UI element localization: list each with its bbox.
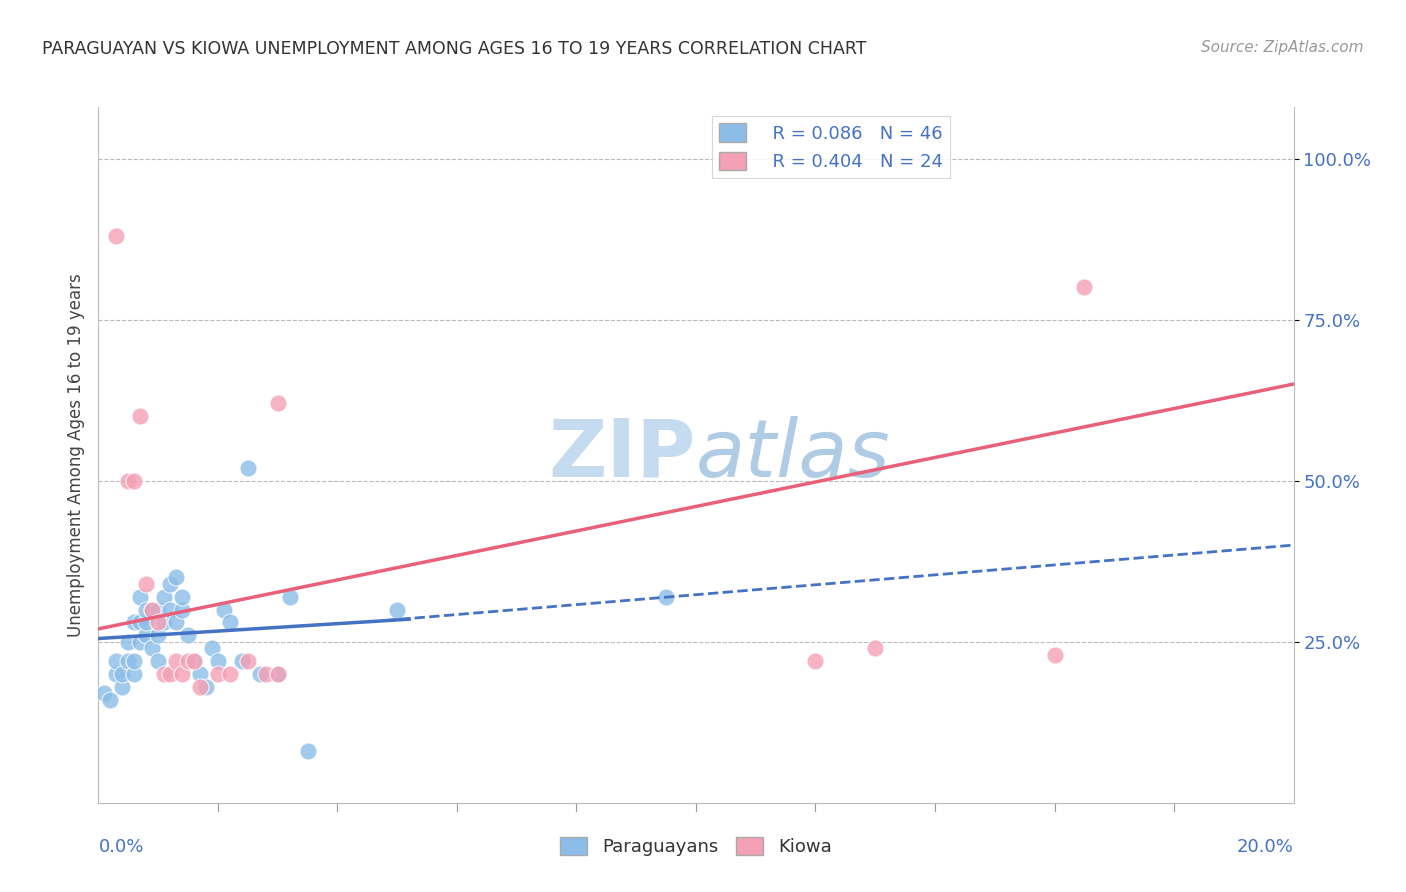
Point <box>153 615 176 630</box>
Text: PARAGUAYAN VS KIOWA UNEMPLOYMENT AMONG AGES 16 TO 19 YEARS CORRELATION CHART: PARAGUAYAN VS KIOWA UNEMPLOYMENT AMONG A… <box>42 40 866 58</box>
Point <box>231 654 253 668</box>
Point <box>177 654 200 668</box>
Point <box>124 474 146 488</box>
Point <box>117 634 139 648</box>
Point <box>165 615 187 630</box>
Text: 0.0%: 0.0% <box>98 838 143 855</box>
Point <box>267 667 290 681</box>
Point <box>117 654 139 668</box>
Point <box>159 667 181 681</box>
Text: 20.0%: 20.0% <box>1237 838 1294 855</box>
Point <box>188 667 211 681</box>
Point <box>207 667 229 681</box>
Point <box>183 654 205 668</box>
Point <box>105 667 128 681</box>
Point <box>129 615 152 630</box>
Point <box>278 590 301 604</box>
Point <box>135 628 157 642</box>
Y-axis label: Unemployment Among Ages 16 to 19 years: Unemployment Among Ages 16 to 19 years <box>66 273 84 637</box>
Point <box>105 654 128 668</box>
Point <box>1043 648 1066 662</box>
Point <box>267 667 290 681</box>
Text: Source: ZipAtlas.com: Source: ZipAtlas.com <box>1201 40 1364 55</box>
Point <box>172 667 194 681</box>
Point <box>148 615 170 630</box>
Point <box>655 590 678 604</box>
Point <box>172 602 194 616</box>
Point <box>159 576 181 591</box>
Point <box>93 686 115 700</box>
Point <box>141 602 163 616</box>
Text: ZIP: ZIP <box>548 416 696 494</box>
Point <box>124 654 146 668</box>
Point <box>236 460 259 475</box>
Point <box>177 628 200 642</box>
Point <box>98 692 122 706</box>
Point <box>207 654 229 668</box>
Point <box>129 634 152 648</box>
Point <box>254 667 277 681</box>
Text: atlas: atlas <box>696 416 891 494</box>
Point <box>148 654 170 668</box>
Point <box>159 602 181 616</box>
Point <box>249 667 271 681</box>
Point <box>865 641 887 656</box>
Point <box>1073 280 1095 294</box>
Point <box>141 641 163 656</box>
Point <box>194 680 218 694</box>
Point <box>267 396 290 410</box>
Point <box>111 667 134 681</box>
Point <box>165 654 187 668</box>
Point <box>212 602 235 616</box>
Point <box>172 590 194 604</box>
Point <box>148 602 170 616</box>
Point <box>141 602 163 616</box>
Point <box>129 590 152 604</box>
Point <box>105 228 128 243</box>
Point <box>135 576 157 591</box>
Point <box>117 474 139 488</box>
Point <box>153 590 176 604</box>
Point <box>124 615 146 630</box>
Point <box>219 615 242 630</box>
Point <box>124 667 146 681</box>
Point <box>236 654 259 668</box>
Point <box>188 680 211 694</box>
Point <box>148 628 170 642</box>
Point <box>135 602 157 616</box>
Legend: Paraguayans, Kiowa: Paraguayans, Kiowa <box>553 830 839 863</box>
Point <box>385 602 409 616</box>
Point <box>153 667 176 681</box>
Point <box>297 744 319 758</box>
Point <box>201 641 224 656</box>
Point <box>165 570 187 584</box>
Point <box>111 680 134 694</box>
Point <box>135 615 157 630</box>
Point <box>129 409 152 424</box>
Point <box>183 654 205 668</box>
Point <box>219 667 242 681</box>
Point <box>804 654 827 668</box>
